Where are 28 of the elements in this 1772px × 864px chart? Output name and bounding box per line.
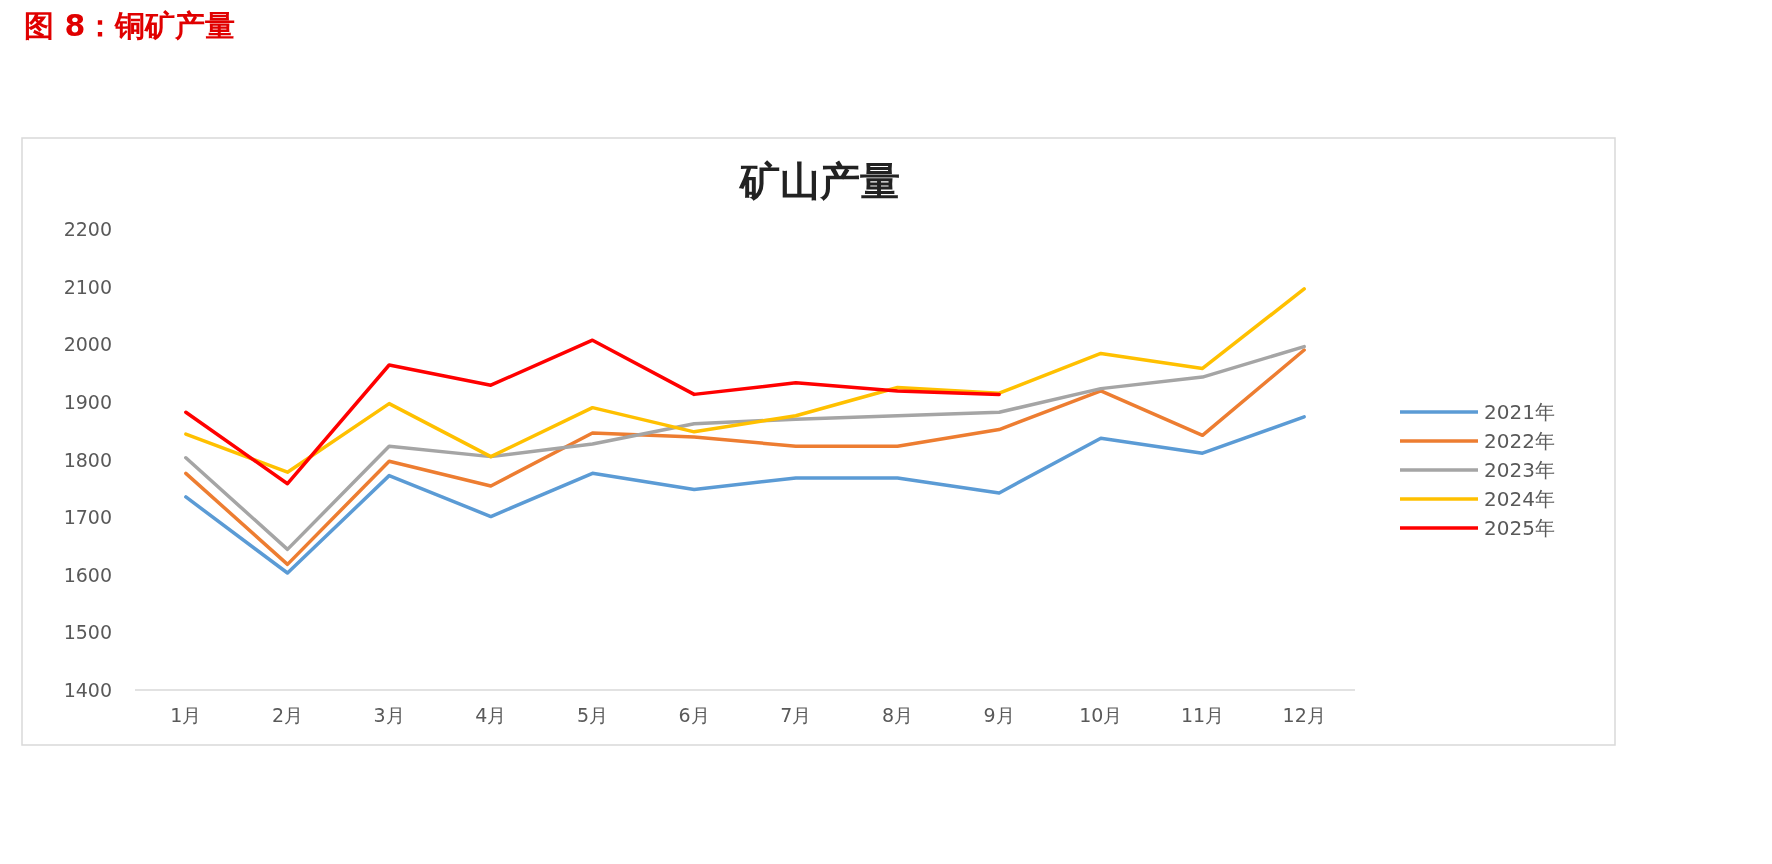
chart-subtitle: 矿山产量 xyxy=(738,157,900,204)
legend-label: 2022年 xyxy=(1484,429,1555,453)
x-tick-label: 10月 xyxy=(1079,704,1123,726)
x-tick-label: 12月 xyxy=(1282,704,1326,726)
y-tick-label: 1900 xyxy=(63,390,112,413)
y-tick-label: 2000 xyxy=(63,333,112,356)
chart-title: 图 8：铜矿产量 xyxy=(24,8,236,43)
y-tick-label: 2100 xyxy=(63,275,112,298)
y-tick-label: 2200 xyxy=(63,218,112,240)
y-tick-label: 1400 xyxy=(63,679,112,701)
y-tick-label: 1600 xyxy=(63,563,112,586)
legend-label: 2023年 xyxy=(1484,458,1555,482)
x-tick-label: 11月 xyxy=(1180,704,1225,726)
x-tick-label: 4月 xyxy=(475,704,507,726)
y-tick-label: 1700 xyxy=(63,506,112,529)
x-tick-label: 1月 xyxy=(170,704,202,726)
x-tick-label: 6月 xyxy=(678,704,710,726)
legend-label: 2025年 xyxy=(1484,516,1555,540)
x-tick-label: 9月 xyxy=(983,704,1015,726)
x-tick-label: 8月 xyxy=(881,704,914,726)
x-tick-label: 3月 xyxy=(373,704,405,726)
y-tick-label: 1800 xyxy=(63,448,112,471)
legend-label: 2021年 xyxy=(1484,400,1555,424)
x-tick-label: 7月 xyxy=(780,704,812,726)
x-tick-label: 2月 xyxy=(271,704,304,726)
legend-label: 2024年 xyxy=(1484,487,1555,511)
x-tick-label: 5月 xyxy=(576,704,609,726)
y-tick-label: 1500 xyxy=(63,621,112,644)
